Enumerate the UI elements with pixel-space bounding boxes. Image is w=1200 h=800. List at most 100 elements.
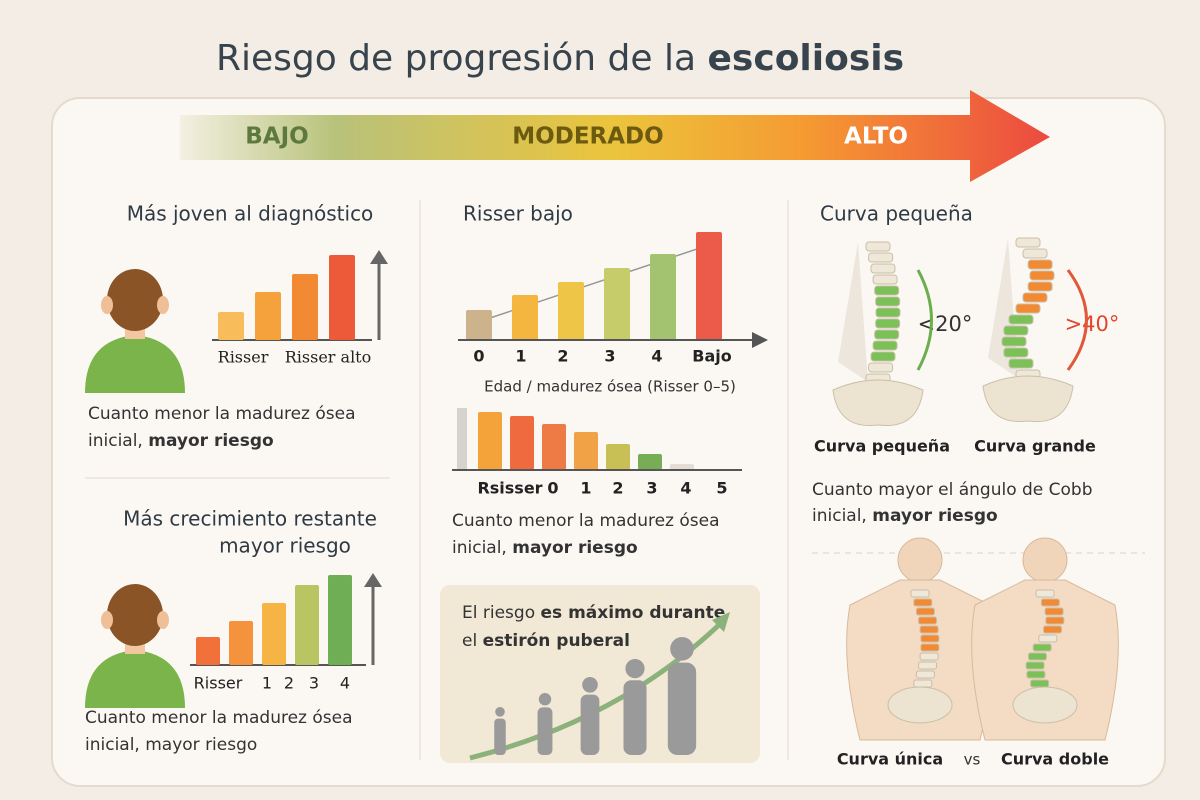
- caption: inicial, mayor riesgo: [88, 431, 274, 451]
- vertebra: [1027, 281, 1053, 292]
- axis-label: 3: [646, 479, 657, 498]
- silhouette-head: [495, 707, 505, 717]
- bar: [255, 292, 281, 340]
- vertebra: [1030, 679, 1050, 688]
- vertebra: [1044, 607, 1064, 616]
- child-ear: [157, 611, 169, 629]
- vertebra: [875, 318, 901, 329]
- bar: [696, 232, 722, 340]
- axis-label: Bajo: [692, 347, 731, 366]
- vertebra: [920, 643, 940, 652]
- torso-label: Curva única: [837, 750, 943, 769]
- child-ear: [101, 296, 113, 314]
- bar: [466, 310, 492, 340]
- vertebra: [1001, 336, 1027, 347]
- caption-part: inicial,: [88, 431, 148, 451]
- vertebra: [870, 351, 896, 362]
- axis-label: Risser: [218, 348, 269, 367]
- vertebra: [1043, 625, 1063, 634]
- vertebra: [1038, 634, 1058, 643]
- caption-bold: mayor riesgo: [872, 506, 997, 526]
- bar: [329, 255, 355, 340]
- bar: [229, 621, 253, 665]
- bar: [262, 603, 286, 665]
- growth-curve: [469, 620, 724, 761]
- callout-bold: estirón puberal: [483, 631, 630, 651]
- silhouette-body: [494, 718, 506, 755]
- arrowhead: [712, 612, 730, 632]
- vertebra: [874, 285, 900, 296]
- bar: [604, 268, 630, 340]
- vertebra: [1003, 347, 1029, 358]
- child-head: [107, 584, 163, 646]
- risk-arrow: [180, 90, 1050, 182]
- vertebra: [1003, 325, 1029, 336]
- axis-label: 2: [612, 479, 623, 498]
- axis-label: 1: [515, 347, 526, 366]
- vertebra: [1022, 248, 1048, 259]
- callout-text: el estirón puberal: [462, 631, 630, 651]
- pelvis: [1012, 686, 1078, 724]
- torso-label: vs: [964, 751, 981, 769]
- arrowhead: [364, 573, 382, 587]
- axis-label: 0: [547, 479, 558, 498]
- child-shirt: [85, 335, 185, 393]
- pelvis: [832, 379, 924, 427]
- title-bold: escoliosis: [708, 38, 905, 79]
- heading: Más crecimiento restante: [123, 507, 377, 531]
- vertebra: [919, 652, 939, 661]
- vertebra: [1022, 292, 1048, 303]
- axis-label: 1: [580, 479, 591, 498]
- angle-label: <20°: [918, 312, 973, 336]
- callout-text: El riesgo es máximo durante: [462, 603, 725, 623]
- bar: [328, 575, 352, 665]
- rib-shadow: [838, 242, 868, 382]
- scale-high: ALTO: [844, 124, 908, 150]
- vertebra: [1027, 652, 1047, 661]
- caption: Cuanto mayor el ángulo de Cobb: [812, 480, 1093, 500]
- torso-head: [897, 537, 943, 583]
- vertebra: [1008, 358, 1034, 369]
- axis-label: Risser: [194, 674, 243, 693]
- vertebra: [865, 241, 891, 252]
- silhouette-body: [537, 707, 553, 755]
- bar: [542, 424, 566, 470]
- pelvis: [982, 375, 1074, 423]
- axis-label: 0: [473, 347, 484, 366]
- bar: [457, 408, 467, 470]
- bar: [638, 454, 662, 470]
- bar: [650, 254, 676, 340]
- bar: [670, 464, 694, 470]
- axis-label: 2: [557, 347, 568, 366]
- scale-moderate: MODERADO: [512, 124, 663, 150]
- axis-label: Risser alto: [285, 348, 372, 367]
- silhouette-head: [670, 637, 694, 661]
- caption: inicial, mayor riesgo: [85, 735, 257, 755]
- vertebra: [919, 625, 939, 634]
- child-head: [107, 269, 163, 331]
- axis-label: 2: [284, 674, 294, 693]
- caption: inicial, mayor riesgo: [812, 506, 998, 526]
- vertebra: [918, 661, 938, 670]
- arrowhead: [752, 332, 768, 348]
- vertebra: [875, 307, 901, 318]
- axis-label: 4: [680, 479, 691, 498]
- vertebra: [913, 598, 933, 607]
- angle-arc: [916, 269, 933, 371]
- silhouette-body: [623, 680, 647, 755]
- child-ear: [157, 296, 169, 314]
- vertebra: [915, 607, 935, 616]
- bar: [218, 312, 244, 340]
- vertebra: [918, 616, 938, 625]
- caption: Cuanto menor la madurez ósea: [452, 511, 720, 531]
- bar: [512, 295, 538, 340]
- caption: Cuanto menor la madurez ósea: [88, 404, 356, 424]
- axis-label: 4: [340, 674, 350, 693]
- angle-label: >40°: [1065, 312, 1120, 336]
- vertebra: [875, 296, 901, 307]
- caption-part: inicial,: [452, 538, 512, 558]
- axis-label: 4: [651, 347, 662, 366]
- axis-title: Edad / madurez ósea (Risser 0–5): [484, 378, 736, 396]
- bar: [510, 416, 534, 470]
